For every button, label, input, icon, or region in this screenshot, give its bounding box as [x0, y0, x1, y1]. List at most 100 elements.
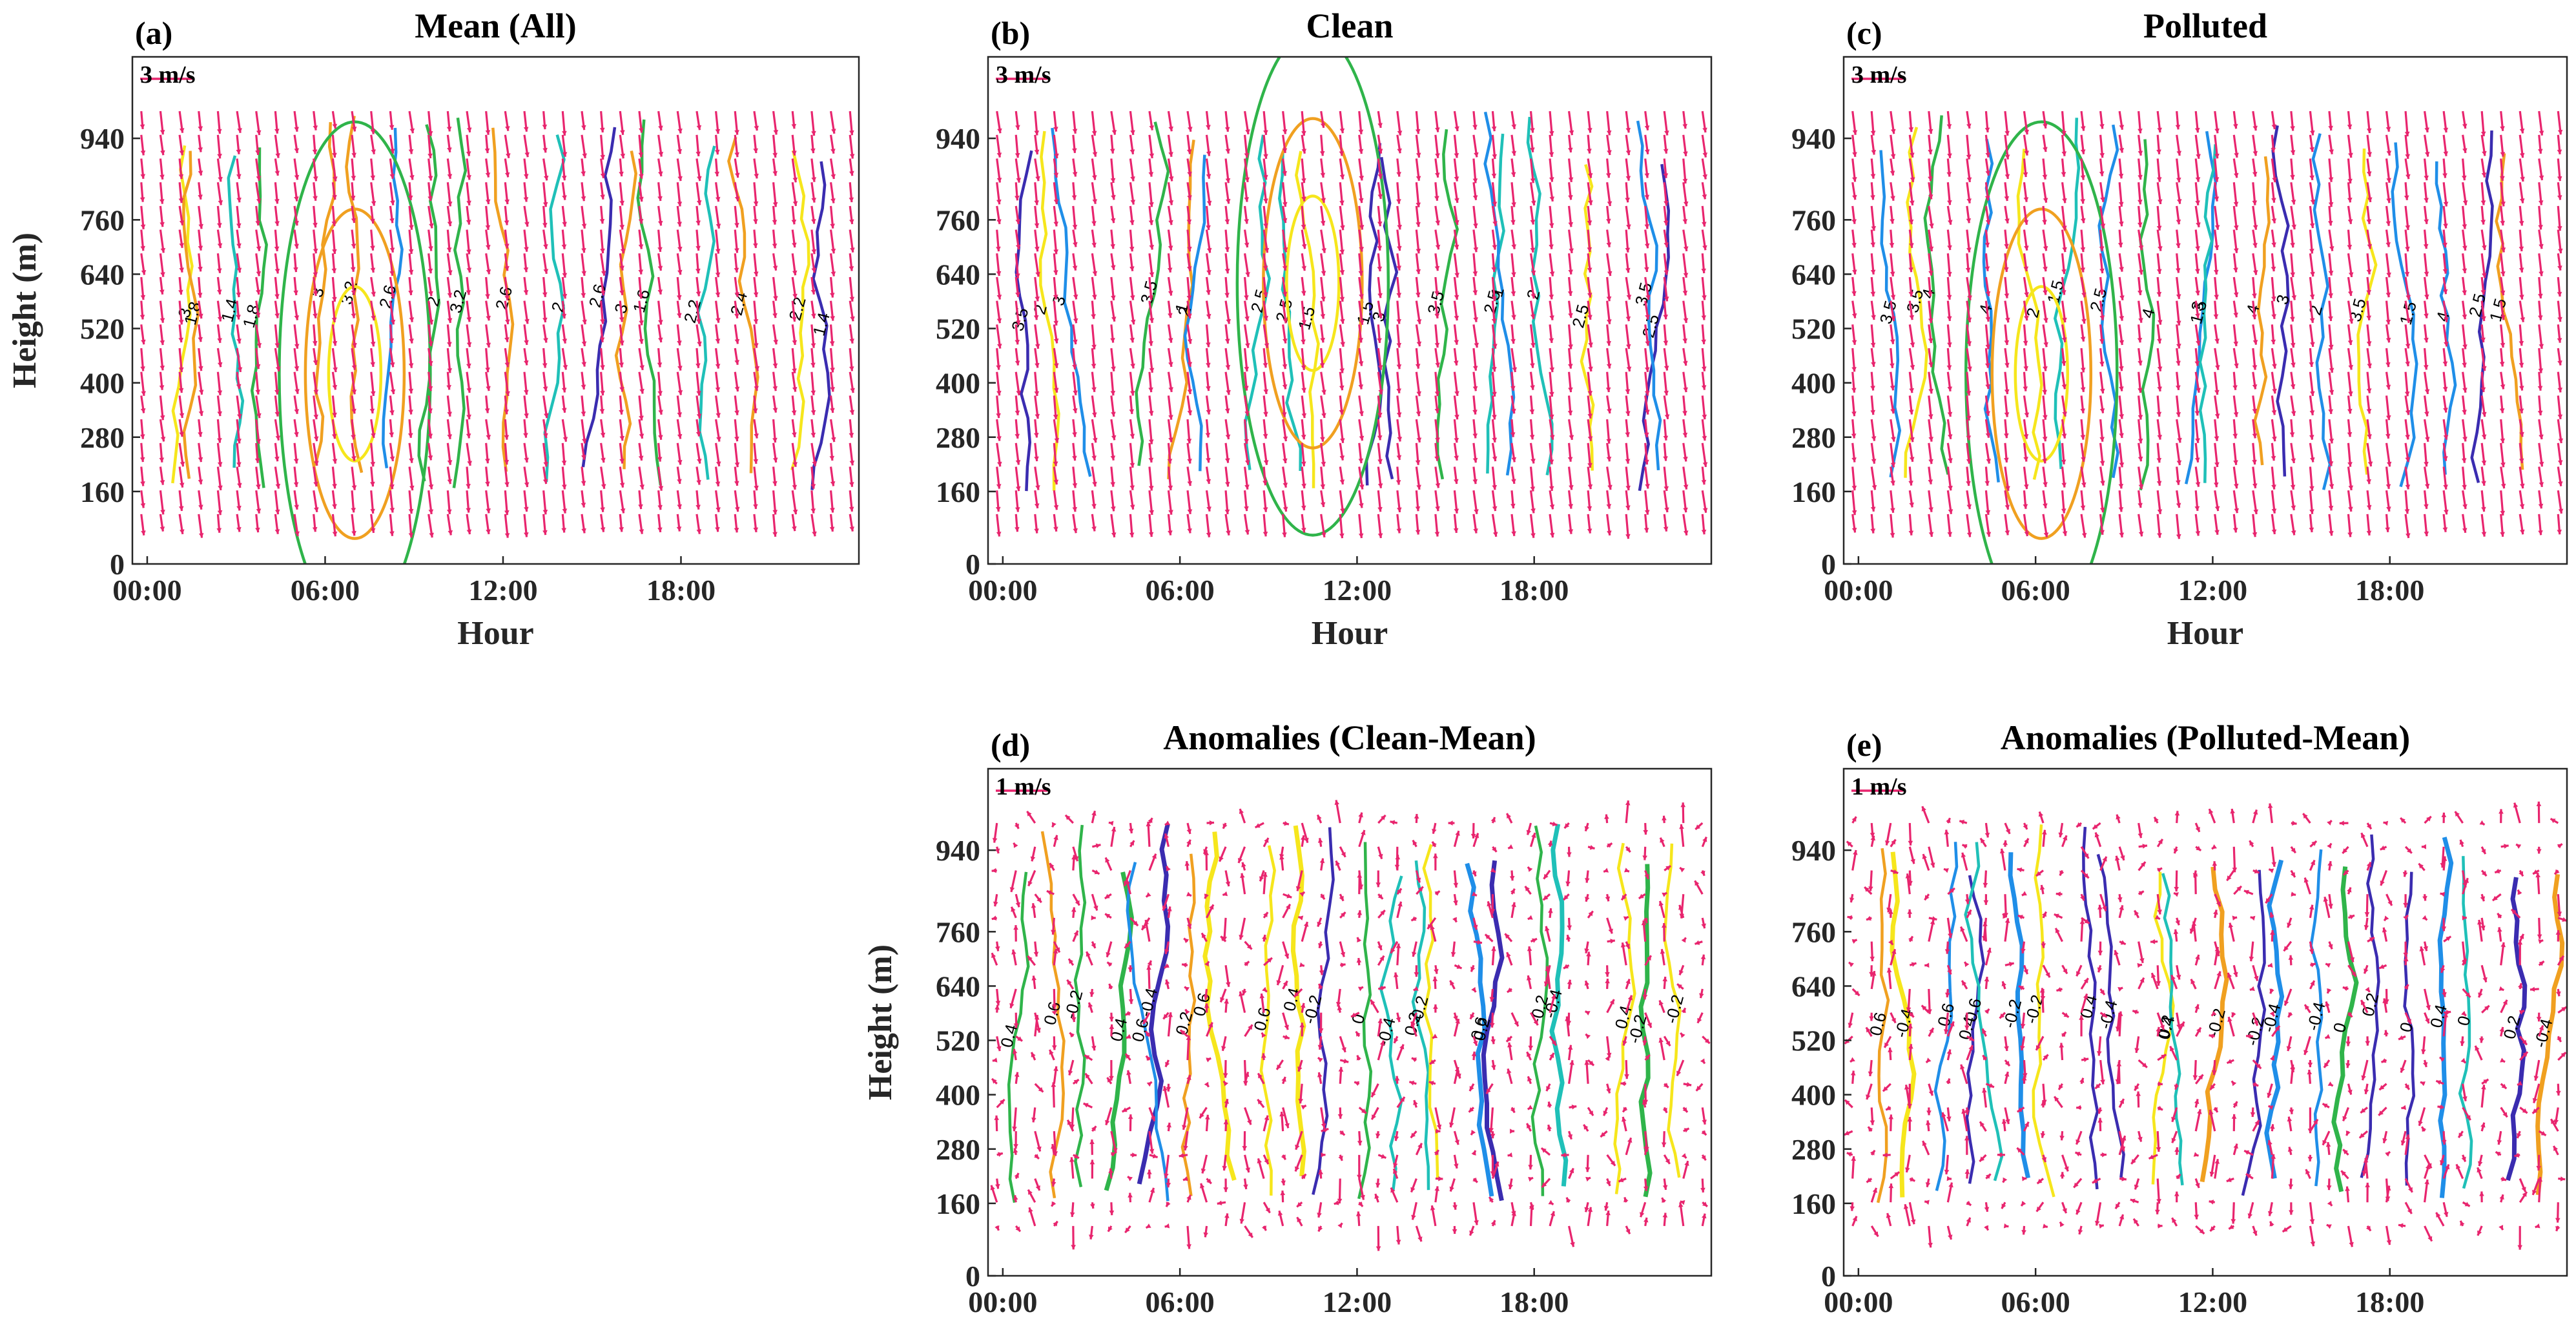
wind-vector-head	[2500, 462, 2506, 468]
wind-vector-head	[160, 150, 165, 156]
y-tick-label: 640	[936, 258, 980, 291]
wind-vector-head	[1164, 979, 1170, 985]
wind-vector-head	[1053, 127, 1058, 132]
wind-vector-head	[2291, 411, 2296, 416]
wind-vector-head	[581, 411, 586, 417]
wind-vector-head	[1169, 176, 1174, 182]
wind-vector-head	[1870, 269, 1876, 275]
wind-vector-head	[524, 318, 530, 324]
wind-vector-head	[351, 508, 356, 513]
wind-vector-head	[1472, 386, 1478, 391]
wind-vector-head	[2042, 220, 2047, 225]
wind-vector-head	[1073, 856, 1079, 862]
wind-vector-head	[2138, 318, 2143, 323]
wind-vector-head	[1683, 318, 1689, 323]
wind-vector-head	[715, 526, 720, 532]
wind-vector-head	[830, 149, 836, 154]
wind-vector-head	[2081, 532, 2087, 538]
wind-vector-head	[830, 248, 836, 254]
wind-vector-head	[1035, 362, 1040, 368]
wind-vector-head	[1053, 338, 1059, 344]
wind-vector-head	[1358, 533, 1364, 538]
wind-vector-head	[2081, 218, 2086, 224]
wind-vector-head	[428, 153, 433, 158]
wind-vector-head	[1053, 1151, 1058, 1156]
wind-vector-head	[1317, 1072, 1323, 1077]
wind-vector-head	[1549, 338, 1554, 343]
wind-vector-head	[2366, 219, 2372, 224]
wind-vector-head	[1206, 313, 1211, 319]
wind-vector-head	[715, 129, 721, 134]
wind-vector-head	[2024, 315, 2029, 321]
wind-vector-head	[620, 130, 625, 135]
wind-vector-head	[1453, 528, 1459, 533]
wind-vector-head	[810, 390, 816, 395]
wind-vector-head	[2386, 198, 2391, 203]
wind-vector-head	[2080, 175, 2086, 180]
wind-vector-head	[1222, 1073, 1228, 1078]
wind-vector-head	[351, 313, 356, 318]
wind-vector-head	[1072, 172, 1078, 177]
wind-vector-head	[466, 317, 471, 322]
wind-vector-head	[2328, 202, 2334, 207]
wind-vector-head	[1166, 866, 1171, 871]
wind-vector-head	[2462, 484, 2467, 490]
wind-vector-head	[772, 457, 778, 463]
wind-vector-head	[178, 506, 184, 511]
wind-vector-head	[792, 526, 797, 532]
wind-vector-head	[504, 482, 510, 487]
panel-title: Polluted	[2143, 6, 2267, 45]
wind-vector-head	[1186, 839, 1191, 845]
wind-vector-head	[1870, 410, 1875, 415]
wind-vector-head	[2061, 290, 2066, 295]
wind-vector-head	[1184, 938, 1190, 944]
wind-vector-head	[1435, 244, 1441, 250]
wind-vector-head	[1067, 1070, 1073, 1076]
wind-vector-head	[179, 483, 185, 488]
wind-vector-head	[1359, 411, 1364, 416]
wind-vector-head	[2004, 457, 2009, 463]
wind-vector-head	[1262, 532, 1268, 537]
wind-vector-head	[1625, 198, 1630, 203]
wind-vector-head	[2519, 129, 2525, 134]
wind-vector-head	[658, 410, 663, 415]
wind-vector-head	[2519, 295, 2524, 300]
wind-vector-head	[1009, 887, 1015, 892]
wind-vector-head	[506, 153, 511, 158]
wind-vector-head	[716, 413, 721, 418]
wind-vector-head	[2328, 177, 2334, 182]
wind-vector-head	[274, 199, 280, 204]
wind-vector-head	[389, 362, 395, 368]
wind-vector-head	[1092, 412, 1097, 417]
y-tick-label: 400	[936, 367, 980, 400]
wind-vector-head	[1644, 224, 1650, 229]
wind-vector-head	[1255, 823, 1261, 828]
wind-vector-head	[409, 458, 414, 463]
wind-vector-head	[2424, 531, 2429, 537]
wind-vector-head	[772, 408, 778, 413]
wind-vector-head	[1645, 340, 1650, 346]
wind-vector-head	[810, 410, 816, 415]
wind-vector-head	[2557, 360, 2562, 366]
wind-vector-head	[2309, 486, 2314, 491]
wind-vector-head	[1035, 246, 1040, 252]
wind-vector-head	[1301, 413, 1307, 419]
wind-vector-head	[2443, 456, 2448, 461]
wind-vector-head	[2024, 292, 2029, 297]
wind-vector-head	[677, 222, 682, 227]
wind-vector-head	[485, 367, 490, 373]
wind-vector-head	[677, 412, 683, 417]
wind-vector-head	[754, 366, 760, 371]
wind-vector-head	[2367, 434, 2372, 439]
wind-vector-head	[2004, 433, 2009, 439]
wind-vector-head	[1033, 952, 1039, 957]
wind-vector-head	[1221, 1046, 1226, 1051]
wind-vector-head	[2176, 534, 2181, 539]
wind-vector-head	[562, 338, 568, 344]
wind-vector-head	[2500, 152, 2506, 157]
plot-area-d: 0.40.6-0.20.4-0.40.6 0.20.60.60.4-0.2 0 -0.…	[990, 800, 1711, 1251]
wind-vector-head	[1224, 127, 1230, 132]
wind-vector-head	[1223, 1187, 1228, 1192]
contour-line	[1530, 825, 1549, 1196]
wind-vector-head	[2309, 175, 2314, 180]
